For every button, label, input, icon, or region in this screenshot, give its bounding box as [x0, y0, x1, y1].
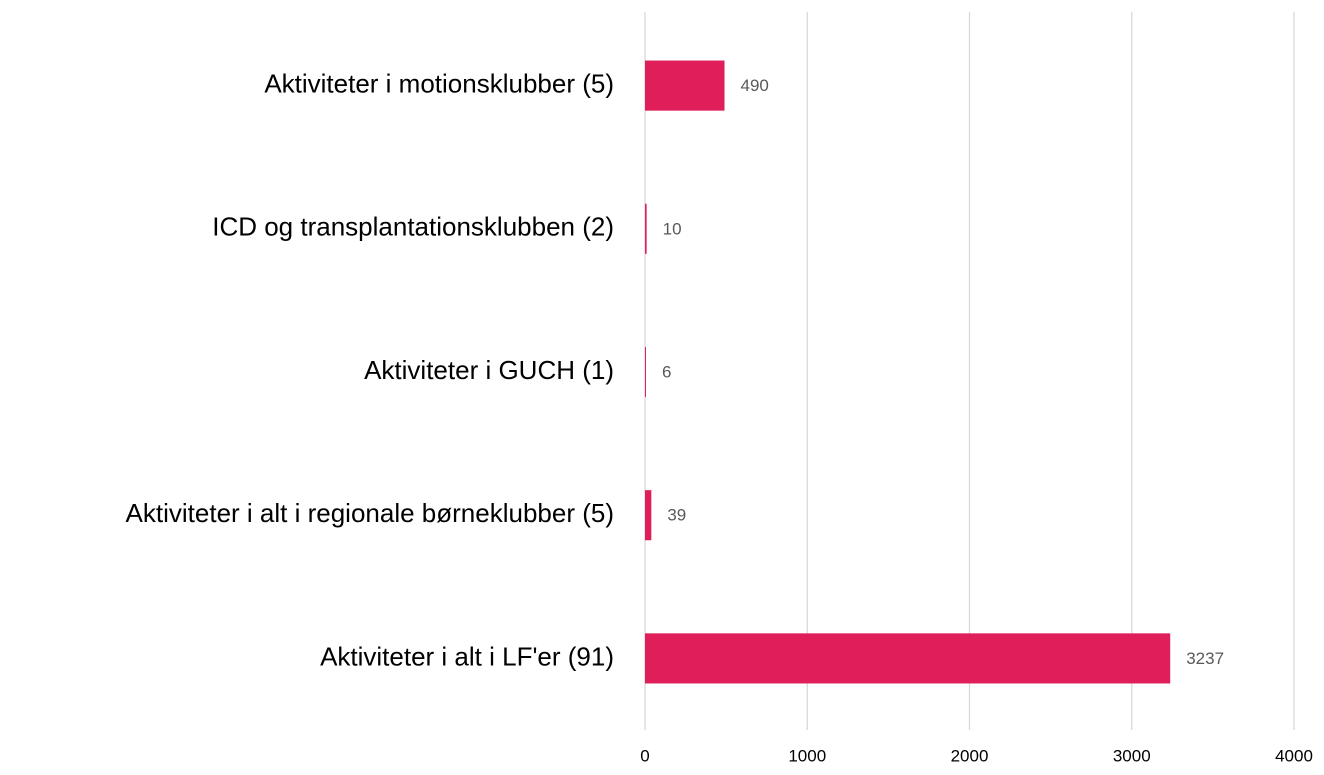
- y-tick-label: Aktiviteter i motionsklubber (5): [264, 68, 614, 98]
- bar: [645, 633, 1171, 684]
- bar: [645, 60, 725, 111]
- x-tick-label: 3000: [1113, 746, 1151, 765]
- x-tick-label: 2000: [951, 746, 989, 765]
- value-label: 3237: [1186, 649, 1224, 668]
- bar: [645, 346, 646, 398]
- value-label: 490: [741, 76, 769, 95]
- value-label: 10: [663, 219, 682, 238]
- x-tick-label: 1000: [788, 746, 826, 765]
- bar: [645, 490, 652, 541]
- x-tick-label: 4000: [1275, 746, 1313, 765]
- bar: [645, 203, 647, 254]
- y-tick-label: Aktiviteter i GUCH (1): [364, 355, 614, 385]
- y-tick-label: Aktiviteter i alt i LF'er (91): [320, 641, 614, 671]
- value-label: 39: [667, 506, 686, 525]
- value-label: 6: [662, 362, 671, 381]
- y-tick-label: Aktiviteter i alt i regionale børneklubb…: [126, 498, 614, 528]
- y-tick-label: ICD og transplantationsklubben (2): [212, 212, 614, 242]
- x-tick-label: 0: [640, 746, 649, 765]
